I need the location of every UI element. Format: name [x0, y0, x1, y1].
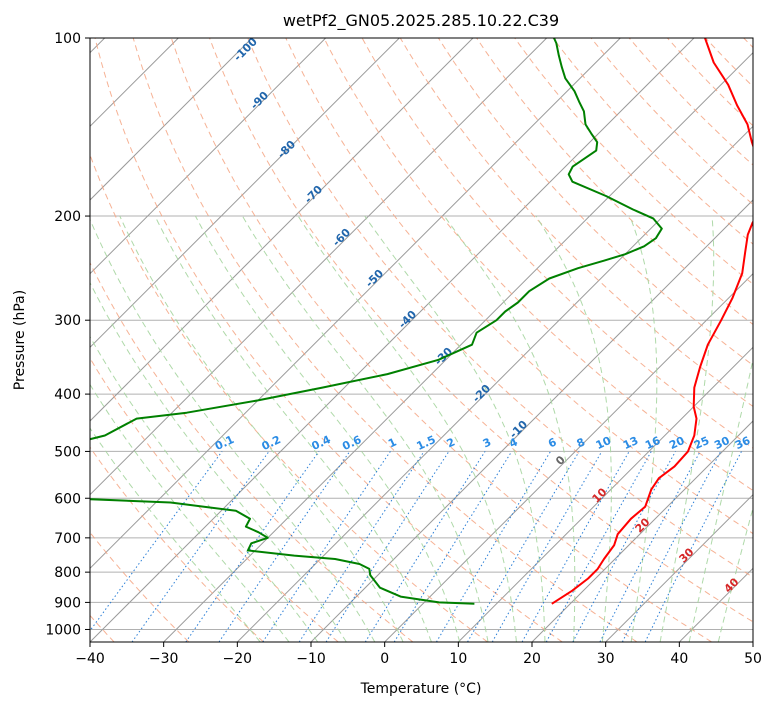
dry-adiabat-label: -20: [470, 382, 493, 405]
x-tick-label: 30: [597, 651, 615, 667]
y-tick-label: 1000: [45, 622, 81, 638]
isotherm-line: [679, 38, 775, 642]
y-tick-label: 500: [54, 444, 81, 460]
mixing-ratio-label: 30: [712, 434, 732, 452]
isotherm-line: [753, 38, 775, 642]
x-tick-label: −40: [75, 651, 105, 667]
dry-adiabat: [438, 38, 775, 642]
temperature-trace: [552, 38, 768, 604]
x-tick-label: −30: [149, 651, 179, 667]
dry-adiabat-label: -70: [302, 183, 325, 206]
isotherm-line: [0, 38, 547, 642]
x-tick-label: 20: [523, 651, 541, 667]
x-tick-label: −20: [223, 651, 253, 667]
isotherm-line: [532, 38, 775, 642]
mixing-ratio-label: 0.2: [260, 433, 283, 453]
moist-adiabat: [0, 216, 260, 642]
dry-adiabat: [0, 38, 264, 642]
isotherm-line: [385, 38, 775, 642]
mixing-ratio-line: [365, 451, 485, 642]
y-axis-label: Pressure (hPa): [12, 290, 28, 390]
dry-adiabat: [477, 38, 775, 642]
mixing-ratio-line: [546, 451, 651, 642]
moist-adiabat: [120, 216, 403, 642]
x-axis-label: Temperature (°C): [360, 681, 482, 697]
moist-adiabat: [298, 216, 516, 642]
isotherm-line: [0, 38, 252, 642]
y-tick-label: 700: [54, 531, 81, 547]
y-tick-label: 200: [54, 209, 81, 225]
dry-adiabat: [95, 38, 562, 642]
dry-adiabat: [515, 38, 775, 642]
dry-adiabat-label: -50: [363, 267, 386, 290]
moist-adiabat-label: 20: [633, 515, 653, 535]
dry-adiabat: [19, 38, 413, 642]
mixing-ratio-line: [573, 451, 676, 642]
dry-adiabat: [57, 38, 488, 642]
y-tick-label: 800: [54, 565, 81, 581]
moist-adiabat: [11, 216, 289, 642]
mixing-ratio-line: [299, 451, 424, 642]
dry-adiabat: [0, 38, 189, 642]
moist-adiabat-label: 40: [722, 575, 742, 595]
moist-adiabat: [630, 216, 657, 642]
dry-adiabat: [133, 38, 637, 642]
mixing-ratio-line: [263, 451, 391, 642]
x-tick-label: 50: [744, 651, 762, 667]
dry-adiabat: [706, 38, 775, 642]
mixing-ratio-label: 8: [575, 436, 587, 451]
isotherm-line: [16, 38, 620, 642]
mixing-ratio-label: 20: [667, 434, 687, 452]
mixing-ratio-label: 3: [481, 436, 493, 451]
y-tick-label: 100: [54, 31, 81, 47]
y-tick-label: 900: [54, 595, 81, 611]
mixing-ratio-label: 1.5: [415, 433, 438, 453]
mixing-ratio-line: [326, 451, 449, 642]
mixing-ratio-label: 0.4: [310, 433, 333, 453]
mixing-ratio-label: 13: [621, 434, 640, 452]
isotherm-line: [0, 38, 399, 642]
dry-adiabat-label: -40: [396, 308, 419, 331]
mixing-ratio-label: 16: [643, 434, 663, 452]
mixing-ratio-line: [436, 451, 550, 642]
moist-adiabat-label: 30: [677, 545, 697, 565]
isotherm-line: [0, 38, 326, 642]
mixing-ratio-label: 1: [386, 436, 398, 451]
dry-adiabat-label: -80: [275, 138, 298, 161]
mixing-ratio-label: 0.1: [213, 433, 236, 453]
dry-adiabat-label: -60: [330, 226, 353, 249]
x-tick-label: 10: [449, 651, 467, 667]
isotherm-line: [458, 38, 775, 642]
y-tick-label: 400: [54, 387, 81, 403]
moist-adiabat: [660, 216, 714, 642]
isotherm-line: [90, 38, 694, 642]
dry-adiabat-label: -100: [231, 35, 260, 64]
mixing-ratio-label: 0.6: [340, 433, 363, 453]
x-tick-label: 0: [380, 651, 389, 667]
mixing-ratio-line: [219, 451, 350, 642]
moist-adiabat-label: 10: [590, 485, 610, 505]
y-tick-label: 600: [54, 491, 81, 507]
x-tick-label: −10: [296, 651, 326, 667]
mixing-ratio-line: [82, 451, 222, 642]
moist-adiabat: [195, 216, 459, 642]
mixing-ratio-label: 6: [546, 435, 559, 450]
x-tick-label: 40: [670, 651, 688, 667]
isotherm-line: [311, 38, 775, 642]
dry-adiabat-label: -90: [248, 89, 271, 112]
chart-title: wetPf2_GN05.2025.285.10.22.C39: [283, 11, 559, 31]
dry-adiabat: [0, 38, 338, 642]
moist-adiabat: [155, 216, 431, 642]
y-tick-label: 300: [54, 313, 81, 329]
